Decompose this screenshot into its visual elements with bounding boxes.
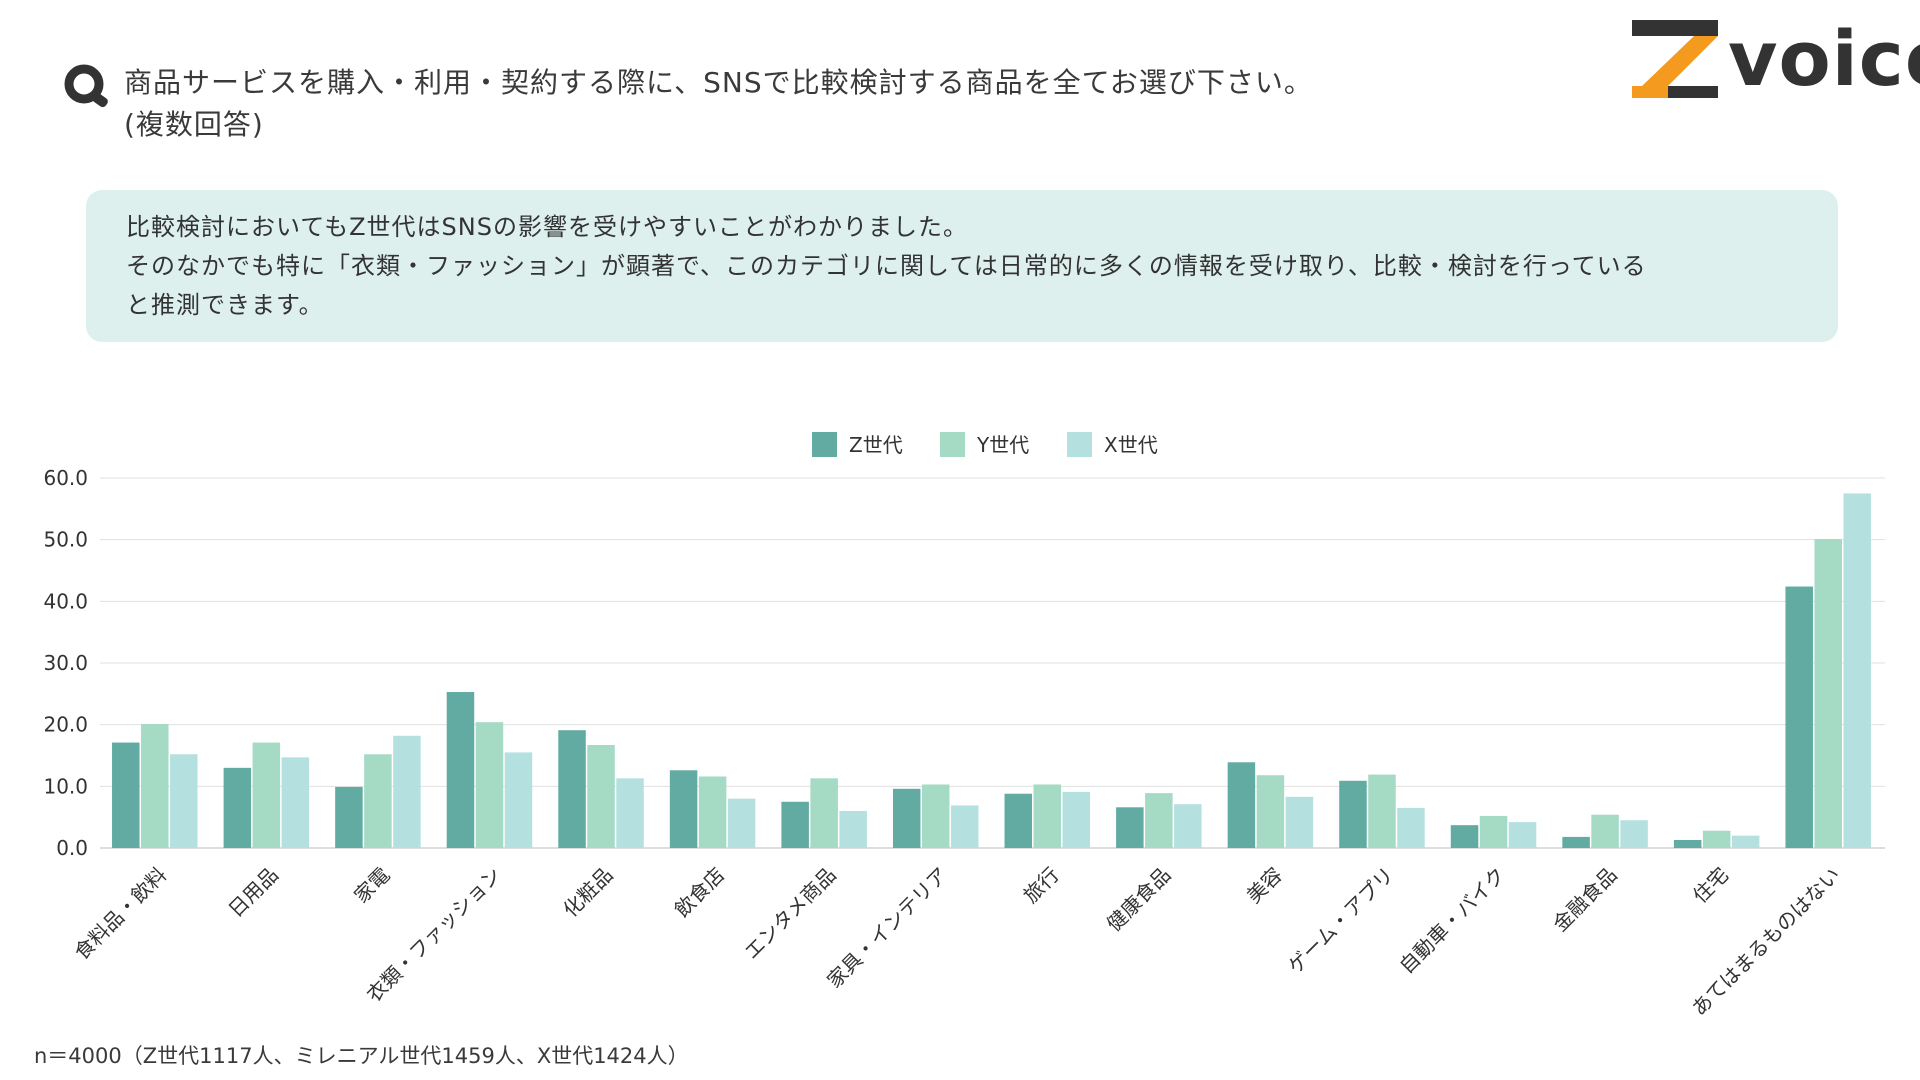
- legend-label: Y世代: [976, 433, 1029, 457]
- x-tick-label: エンタメ商品: [739, 863, 840, 964]
- bar: [1004, 793, 1033, 848]
- question-title: 商品サービスを購入・利用・契約する際に、SNSで比較検討する商品を全てお選び下さ…: [124, 62, 1313, 146]
- y-tick-label: 40.0: [43, 589, 88, 613]
- x-tick-label: 飲食店: [670, 863, 729, 922]
- bar: [364, 754, 392, 848]
- x-tick-label: 家電: [349, 863, 394, 908]
- x-tick-label: 旅行: [1019, 863, 1064, 908]
- y-tick-label: 60.0: [43, 466, 88, 490]
- bar: [504, 752, 533, 848]
- y-tick-label: 0.0: [56, 836, 88, 860]
- x-tick-label: 美容: [1242, 863, 1287, 908]
- legend-swatch: [1067, 432, 1092, 457]
- x-tick-label: 自動車・バイク: [1394, 863, 1510, 979]
- legend-label: X世代: [1104, 433, 1158, 457]
- bar: [1620, 820, 1648, 848]
- bar: [950, 805, 979, 848]
- summary-line-1: 比較検討においてもZ世代はSNSの影響を受けやすいことがわかりました。: [126, 213, 968, 241]
- bar: [698, 776, 727, 848]
- legend-swatch: [940, 432, 965, 457]
- bar: [921, 784, 950, 848]
- bar: [616, 778, 644, 848]
- bar: [475, 722, 504, 848]
- bar: [1116, 807, 1144, 848]
- bar: [1562, 836, 1590, 848]
- summary-line-3: と推測できます。: [126, 291, 324, 319]
- bar: [727, 798, 756, 848]
- x-tick-label: 家具・インテリア: [822, 863, 952, 993]
- bar: [170, 754, 198, 848]
- q-icon: [64, 64, 108, 108]
- bar: [1673, 839, 1702, 848]
- zvoice-logo: voice: [1628, 14, 1920, 108]
- bar: [1591, 814, 1619, 848]
- bar: [1145, 793, 1173, 848]
- summary-box: 比較検討においてもZ世代はSNSの影響を受けやすいことがわかりました。 そのなか…: [86, 190, 1838, 342]
- bar: [1450, 825, 1479, 848]
- bar: [112, 742, 140, 848]
- bar: [810, 778, 838, 848]
- bar: [1814, 539, 1842, 848]
- summary-line-2: そのなかでも特に「衣類・ファッション」が顕著で、このカテゴリに関しては日常的に多…: [126, 252, 1647, 280]
- bar: [1702, 830, 1731, 848]
- bar: [335, 786, 363, 848]
- logo-word: voice: [1728, 14, 1920, 103]
- bar: [1843, 493, 1871, 848]
- y-tick-label: 20.0: [43, 713, 88, 737]
- legend-swatch: [812, 432, 837, 457]
- bar: [587, 745, 615, 848]
- bar: [1174, 804, 1202, 848]
- bar: [892, 788, 921, 848]
- bar: [1339, 780, 1367, 848]
- bar: [1368, 774, 1396, 848]
- x-tick-label: 健康食品: [1102, 863, 1176, 937]
- legend-label: Z世代: [849, 433, 903, 457]
- x-tick-label: ゲーム・アプリ: [1283, 863, 1399, 979]
- bar: [1479, 815, 1508, 848]
- bar: [1785, 586, 1813, 848]
- bar: [252, 742, 281, 848]
- bar: [393, 735, 421, 848]
- y-tick-label: 30.0: [43, 651, 88, 675]
- bar: [1062, 791, 1091, 848]
- bar: [1731, 835, 1760, 848]
- bar: [669, 770, 698, 848]
- sample-size-note: n＝4000（Z世代1117人、ミレニアル世代1459人、X世代1424人）: [34, 1044, 689, 1068]
- x-tick-label: 住宅: [1688, 863, 1733, 908]
- x-tick-label: 日用品: [223, 863, 282, 922]
- bar: [1285, 796, 1314, 848]
- bar: [1256, 775, 1285, 848]
- logo-z-mark: [1632, 20, 1718, 98]
- question-line-2: (複数回答): [124, 108, 264, 141]
- bar: [781, 801, 809, 848]
- bar: [446, 691, 475, 848]
- bar: [1508, 822, 1537, 848]
- x-tick-label: 食料品・飲料: [69, 863, 171, 965]
- bar: [1397, 807, 1425, 848]
- bar: [839, 811, 867, 848]
- x-tick-label: 金融食品: [1548, 863, 1622, 937]
- question-line-1: 商品サービスを購入・利用・契約する際に、SNSで比較検討する商品を全てお選び下さ…: [124, 66, 1313, 99]
- y-tick-label: 10.0: [43, 774, 88, 798]
- x-tick-label: 化粧品: [558, 863, 617, 922]
- bar: [141, 724, 169, 848]
- y-tick-label: 50.0: [43, 528, 88, 552]
- bar: [1033, 784, 1062, 848]
- bar: [223, 767, 252, 848]
- bar: [558, 730, 586, 848]
- bar: [281, 757, 310, 848]
- bar: [1227, 762, 1256, 848]
